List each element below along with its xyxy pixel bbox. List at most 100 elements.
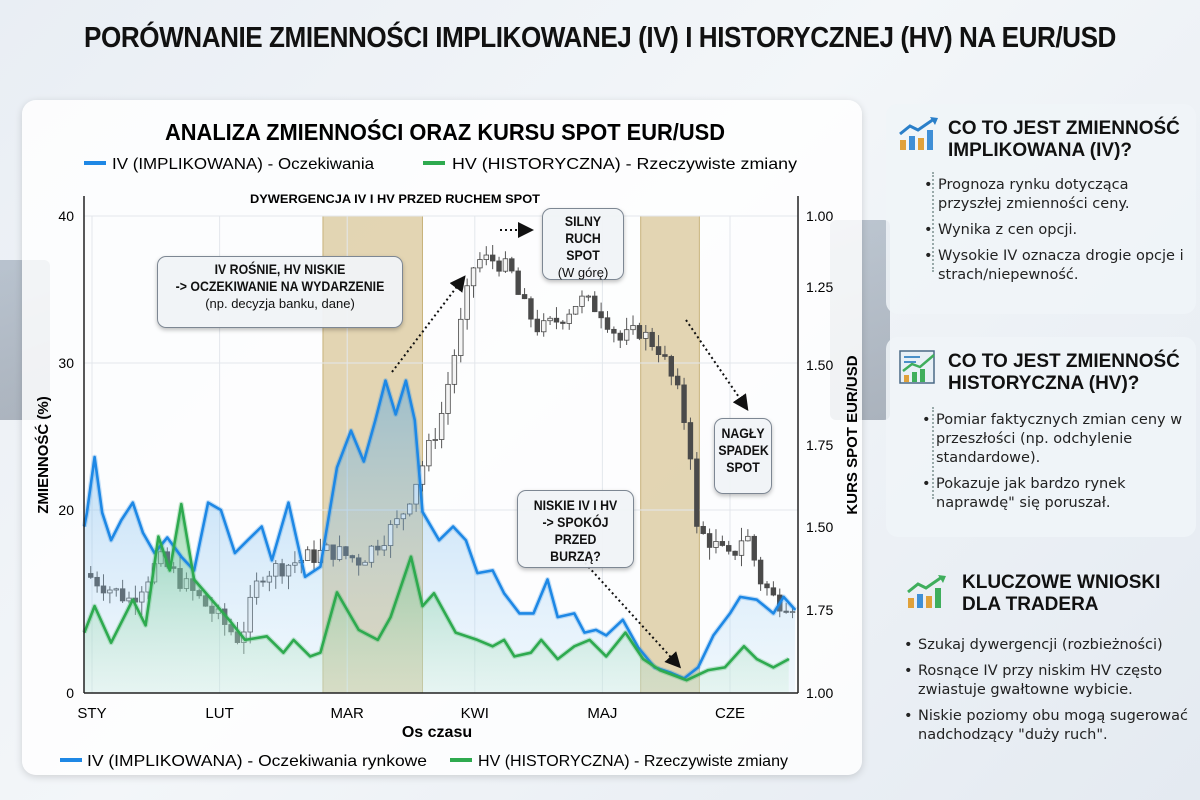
y-axis-label: ZMIENNOŚĆ (%) xyxy=(34,396,52,514)
hv-point xyxy=(157,535,160,538)
annotation-line: -> SPOKÓJ PRZED xyxy=(542,514,609,547)
hv-point xyxy=(433,592,435,595)
iv-point xyxy=(287,501,290,504)
iv-point xyxy=(697,666,699,669)
panel-takeaways: KLUCZOWE WNIOSKI DLA TRADERA Szukaj dywe… xyxy=(886,560,1196,780)
divider xyxy=(932,407,934,499)
document-chart-icon xyxy=(899,350,935,384)
iv-point xyxy=(362,460,365,463)
annotation-line: IV ROŚNIE, HV NISKIE xyxy=(214,261,346,277)
list-item: Rosnące IV przy niskim HV często zwiastu… xyxy=(904,662,1190,700)
iv-point xyxy=(384,379,387,382)
iv-point xyxy=(739,596,742,598)
iv-point xyxy=(476,572,479,574)
candle xyxy=(521,294,528,300)
iv-point xyxy=(234,552,236,554)
iv-point xyxy=(503,592,505,595)
hv-point xyxy=(755,658,758,660)
candle xyxy=(311,549,317,563)
legend-iv-label: IV (IMPLIKOWANA) - Oczekiwania xyxy=(112,156,374,173)
candle xyxy=(585,295,592,298)
chart-growth-icon xyxy=(899,117,938,150)
hv-point xyxy=(144,624,147,627)
candle xyxy=(451,355,458,385)
annotation-sudden-drop: NAGŁY SPADEK SPOT xyxy=(714,418,772,494)
candle xyxy=(630,325,636,331)
hv-point xyxy=(421,605,424,607)
iv-point xyxy=(573,612,576,615)
candle xyxy=(732,550,738,556)
iv-point xyxy=(405,379,407,382)
y-tick-label: 40 xyxy=(58,208,74,224)
hv-point xyxy=(229,619,231,622)
iv-point xyxy=(246,539,249,541)
hv-point xyxy=(110,641,112,644)
iv-point xyxy=(166,536,169,539)
candle xyxy=(438,413,445,440)
candle xyxy=(604,317,611,330)
candle xyxy=(560,321,566,324)
hv-point xyxy=(476,639,479,641)
x-tick-label: MAR xyxy=(331,705,365,722)
legend-hv-label: HV (HISTORYCZNA) - Rzeczywiste zmiany xyxy=(452,156,797,173)
x-tick-label: STY xyxy=(77,705,106,722)
candle xyxy=(489,254,496,262)
candle xyxy=(464,285,470,320)
hv-point xyxy=(787,658,790,660)
hv-point xyxy=(212,600,215,603)
hv-point xyxy=(377,639,379,641)
iv-point xyxy=(350,429,352,432)
candle xyxy=(547,317,553,322)
iv-point xyxy=(637,646,639,649)
divider xyxy=(932,172,934,272)
candle xyxy=(528,298,534,320)
candle xyxy=(598,311,604,319)
hv-point xyxy=(540,639,542,641)
hv-point xyxy=(309,655,311,658)
iv-point xyxy=(110,539,112,541)
iv-point xyxy=(93,456,96,458)
list-item: Pomiar faktycznych zmian ceny w przeszło… xyxy=(922,411,1190,468)
y2-tick-label: 1.00 xyxy=(806,685,833,701)
y2-tick-label: 1.50 xyxy=(806,357,833,373)
candle xyxy=(553,317,560,323)
hv-point xyxy=(491,645,494,648)
iv-point xyxy=(260,525,263,528)
iv-point xyxy=(595,629,597,631)
hv-point xyxy=(503,639,505,641)
hv-point xyxy=(588,639,591,641)
iv-point xyxy=(336,466,338,469)
candle xyxy=(687,422,694,460)
candle xyxy=(483,254,489,260)
list-item: Prognoza rynku dotycząca przyszłej zmien… xyxy=(924,176,1190,214)
arrow-iv-rise xyxy=(391,275,466,373)
y-tick-label: 30 xyxy=(58,355,74,371)
iv-point xyxy=(86,511,88,514)
y2-tick-label: 1.00 xyxy=(806,208,833,224)
list-item: Pokazuje jak bardzo rynek naprawdę" się … xyxy=(922,475,1190,513)
candle xyxy=(579,295,585,307)
candle xyxy=(643,331,649,339)
candle xyxy=(757,559,764,585)
candle xyxy=(636,325,643,339)
iv-point xyxy=(414,419,416,422)
candle xyxy=(534,318,541,333)
iv-point xyxy=(142,532,144,534)
list-item: Szukaj dywergencji (rozbieżności) xyxy=(904,636,1190,655)
iv-point xyxy=(794,608,796,611)
panel-title: KLUCZOWE WNIOSKI DLA TRADERA xyxy=(962,572,1161,615)
candle xyxy=(706,533,713,548)
hv-point xyxy=(180,503,183,505)
annotation-line: BURZĄ? xyxy=(550,548,601,564)
candle xyxy=(515,270,521,295)
hv-point xyxy=(724,666,726,669)
panel-title: CO TO JEST ZMIENNOŚĆ IMPLIKOWANA (IV)? xyxy=(948,118,1180,161)
candle xyxy=(681,384,687,423)
x-tick-label: KWI xyxy=(461,705,489,722)
candle xyxy=(655,346,662,356)
candle xyxy=(770,587,777,596)
candle xyxy=(477,259,483,269)
hv-point xyxy=(357,629,360,631)
iv-point xyxy=(271,559,273,562)
